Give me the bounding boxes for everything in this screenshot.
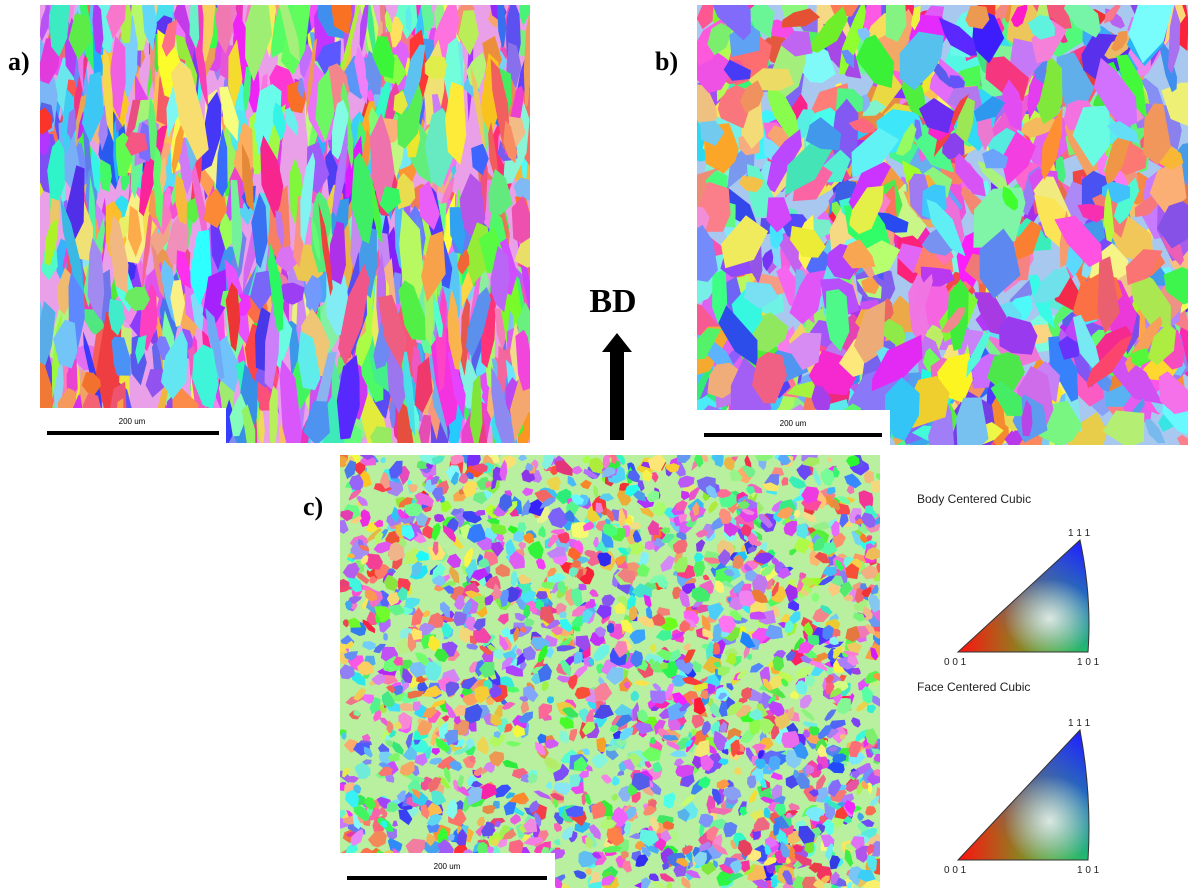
grain	[413, 701, 421, 710]
grain	[336, 643, 347, 653]
grain	[871, 480, 885, 492]
ipf-triangle	[958, 540, 1089, 652]
scale-label: 200 um	[434, 862, 461, 871]
legend-title: Face Centered Cubic	[917, 680, 1030, 694]
page: {"panels": [ {"label": "a)", "scale_bar"…	[0, 0, 1188, 890]
corner-label: 1 0 1	[1077, 657, 1100, 668]
grain	[714, 450, 724, 468]
corner-label: 1 0 1	[1077, 865, 1100, 876]
panel-label: a)	[8, 47, 30, 76]
scale-label: 200 um	[780, 419, 807, 428]
scale-label: 200 um	[119, 417, 146, 426]
legend: Body Centered Cubic 1 1 1 0 0 1 1 0 1 Fa…	[917, 492, 1100, 876]
arrow-label: BD	[589, 283, 636, 320]
corner-label: 1 1 1	[1068, 528, 1091, 539]
figure: 200 um 200 um 200 um a) b) c) BD Body Ce…	[0, 0, 1188, 890]
scale-bar: 200 um	[697, 410, 890, 445]
grain	[650, 691, 666, 704]
ebsd-map-c	[332, 447, 890, 890]
corner-label: 1 1 1	[1068, 718, 1091, 729]
ipf-triangle	[958, 730, 1089, 860]
scale-bar: 200 um	[40, 408, 226, 443]
arrow	[602, 333, 632, 440]
corner-label: 0 0 1	[944, 865, 967, 876]
panel-label: b)	[655, 47, 678, 76]
corner-label: 0 0 1	[944, 657, 967, 668]
scale-bar: 200 um	[340, 853, 555, 888]
grain	[579, 584, 587, 591]
panel-label: c)	[303, 492, 323, 521]
legend-title: Body Centered Cubic	[917, 492, 1031, 506]
